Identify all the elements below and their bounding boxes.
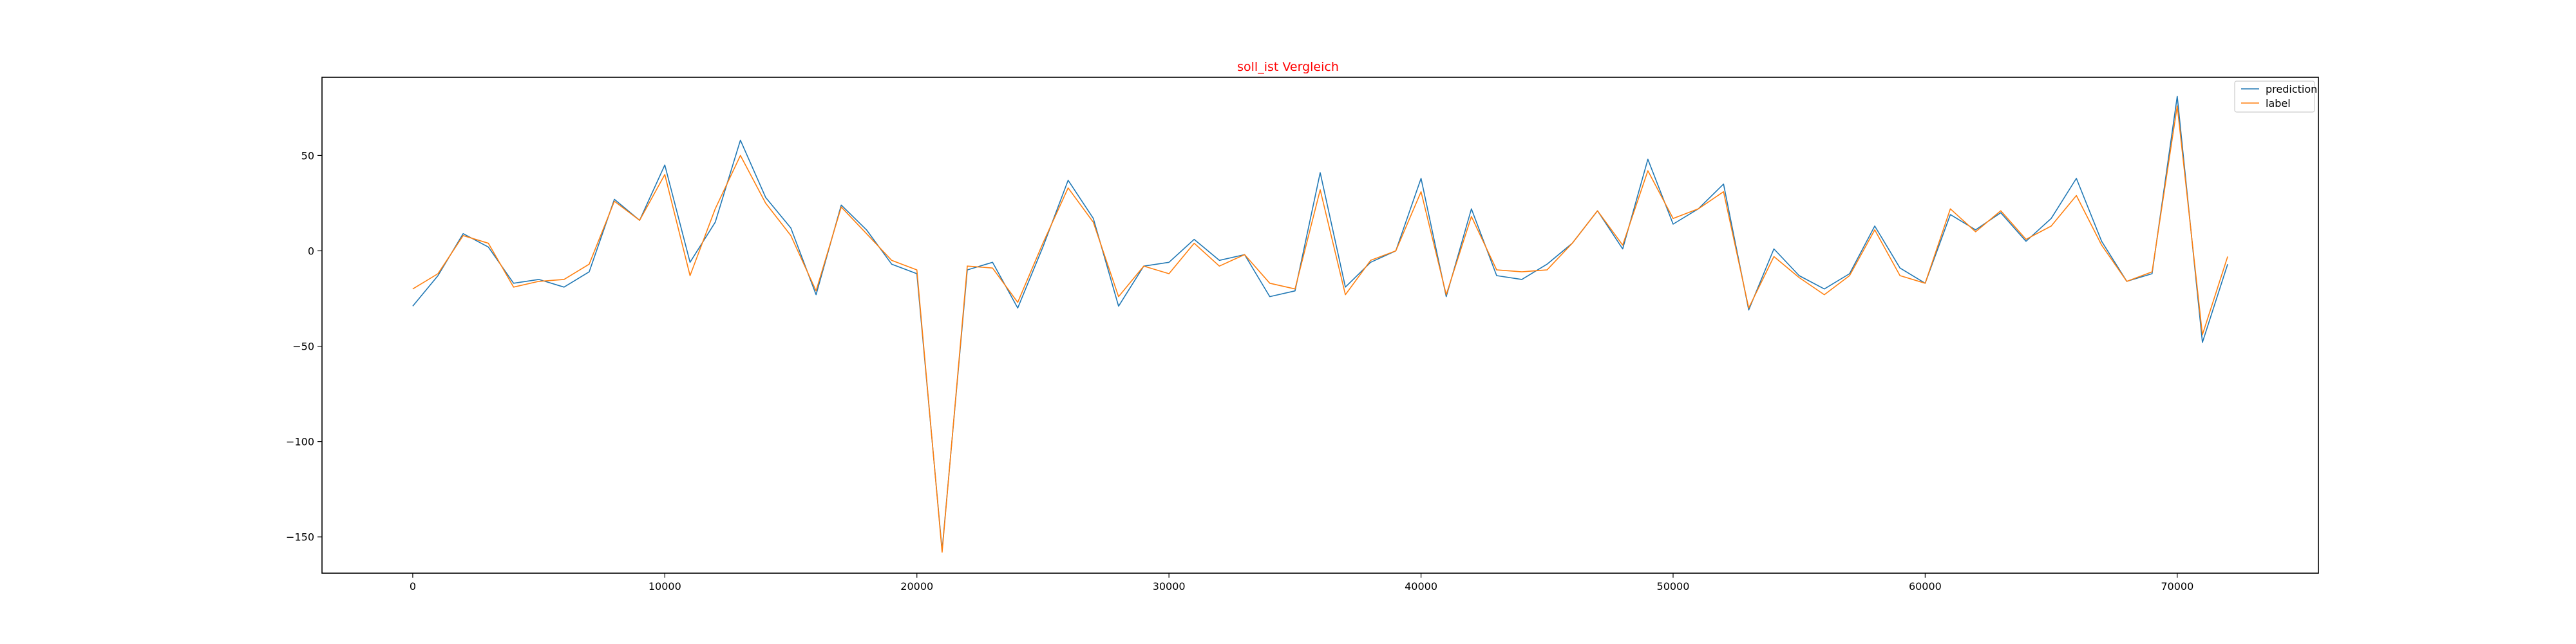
series-line-label: [412, 105, 2228, 553]
x-tick-label: 0: [410, 580, 416, 592]
x-tick-label: 30000: [1153, 580, 1186, 592]
y-tick-label: 0: [308, 245, 314, 258]
y-tick-label: −150: [286, 531, 314, 544]
legend-label-label: label: [2266, 97, 2291, 109]
x-tick-label: 60000: [1909, 580, 1942, 592]
chart-title: soll_ist Vergleich: [1237, 60, 1339, 74]
legend-label-prediction: prediction: [2266, 83, 2317, 95]
series-layer: [412, 95, 2228, 553]
x-tick-label: 10000: [649, 580, 681, 592]
y-axis: −150 −100 −50 0 50: [286, 149, 322, 544]
x-tick-label: 50000: [1657, 580, 1690, 592]
x-tick-label: 70000: [2161, 580, 2193, 592]
y-tick-label: 50: [301, 149, 314, 162]
legend: prediction label: [2234, 80, 2317, 113]
y-tick-label: −100: [286, 436, 314, 448]
plot-frame: [321, 77, 2319, 574]
x-tick-label: 20000: [900, 580, 933, 592]
x-axis: 0 10000 20000 30000 40000 50000 60000 70000: [410, 573, 2193, 592]
y-tick-label: −50: [292, 341, 314, 353]
x-tick-label: 40000: [1405, 580, 1437, 592]
